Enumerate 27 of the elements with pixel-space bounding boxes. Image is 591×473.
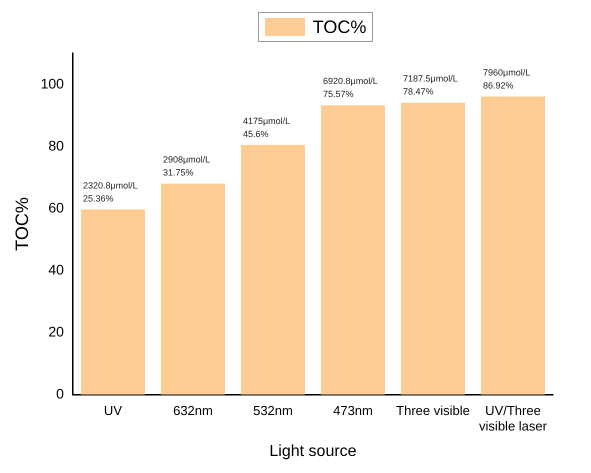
legend-label: TOC% bbox=[312, 16, 366, 38]
y-tick-label: 80 bbox=[48, 137, 64, 154]
annotation: 2908μmol/L 31.75% bbox=[162, 154, 210, 178]
x-tick-label: Three visible bbox=[396, 402, 470, 418]
x-tick-label: 473nm bbox=[333, 402, 373, 418]
bar bbox=[400, 102, 465, 395]
y-tick-label: 20 bbox=[48, 323, 64, 340]
annotation: 7960μmol/L 86.92% bbox=[482, 68, 530, 91]
x-tick-label: UV/Three visible laser bbox=[479, 402, 548, 434]
annotation: 6920.8μmol/L 75.57% bbox=[322, 76, 378, 100]
y-axis-title: TOC% bbox=[12, 197, 32, 251]
y-tick-label: 60 bbox=[48, 199, 64, 216]
annotation: 7187.5μmol/L 78.47% bbox=[402, 74, 458, 97]
x-tick-label: UV bbox=[104, 402, 122, 418]
annotation: 2320.8μmol/L 25.36% bbox=[82, 180, 138, 204]
y-tick-label: 40 bbox=[48, 261, 64, 278]
bar bbox=[320, 105, 385, 395]
y-tick-label: 0 bbox=[56, 385, 64, 402]
bar bbox=[80, 209, 145, 395]
x-tick-label: 632nm bbox=[173, 402, 213, 418]
annotation: 4175μmol/L 45.6% bbox=[242, 116, 290, 139]
bar bbox=[240, 144, 305, 395]
y-tick-label: 100 bbox=[40, 75, 64, 92]
x-axis-title: Light source bbox=[269, 442, 357, 460]
bar bbox=[480, 96, 545, 395]
x-tick-label: 532nm bbox=[253, 402, 293, 418]
bar bbox=[160, 184, 225, 395]
